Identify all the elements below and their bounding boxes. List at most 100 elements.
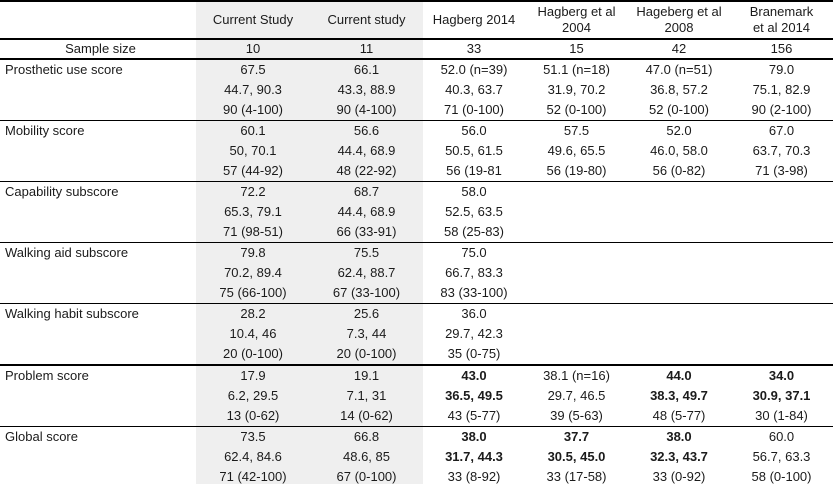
data-cell: 47.0 (n=51) 36.8, 57.2 52 (0-100) <box>628 59 730 121</box>
cell-line: 57.5 <box>563 123 590 138</box>
data-cell <box>628 243 730 304</box>
data-cell: 43.0 36.5, 49.5 43 (5-77) <box>423 365 525 427</box>
data-cell: 58.0 52.5, 63.5 58 (25-83) <box>423 182 525 243</box>
sample-size-cell: 33 <box>466 41 482 56</box>
cell-line: 49.6, 65.5 <box>547 143 606 158</box>
cell-line: 56 (0-82) <box>652 163 706 178</box>
row-label: Sample size <box>65 41 136 56</box>
cell-line <box>628 304 730 324</box>
cell-line: 13 (0-62) <box>226 408 280 423</box>
cell-line <box>730 222 833 242</box>
cell-line <box>525 243 628 263</box>
sample-size-cell: 42 <box>671 41 687 56</box>
cell-line: 38.1 (n=16) <box>543 368 610 383</box>
cell-line: 30.5, 45.0 <box>547 449 606 464</box>
cell-line <box>730 283 833 303</box>
data-cell: 19.1 7.1, 31 14 (0-62) <box>310 365 423 427</box>
data-cell: 79.8 70.2, 89.4 75 (66-100) <box>196 242 310 304</box>
cell-line: 29.7, 46.5 <box>547 388 606 403</box>
row-label-text: Walking aid subscore <box>5 245 129 260</box>
cell-line <box>730 304 833 324</box>
cell-line: 38.3, 49.7 <box>650 388 708 403</box>
cell-line: 39 (5-63) <box>550 408 603 423</box>
data-cell: 17.9 6.2, 29.5 13 (0-62) <box>196 365 310 427</box>
row-label: Prosthetic use score <box>0 59 196 121</box>
score-group-row: Mobility score 60.1 50, 70.1 57 (44-92) 56.6… <box>0 120 833 182</box>
data-cell: 57.5 49.6, 65.5 56 (19-80) <box>525 121 628 182</box>
cell-line: 60.0 <box>768 429 795 444</box>
cell-line: 67.0 <box>768 123 795 138</box>
sample-size-cell: 11 <box>310 39 423 59</box>
data-cell <box>730 182 833 243</box>
cell-line <box>525 283 628 303</box>
cell-line: 58.0 <box>461 184 487 199</box>
cell-line: 43.3, 88.9 <box>337 82 396 97</box>
table-header-row: Current Study Current study Hagberg 2014 Ha… <box>0 1 833 39</box>
cell-line: 6.2, 29.5 <box>227 388 279 403</box>
cell-line: 20 (0-100) <box>223 346 283 361</box>
data-cell: 73.5 62.4, 84.6 71 (42-100) <box>196 426 310 484</box>
cell-line: 44.7, 90.3 <box>224 82 282 97</box>
cell-line: 48 (5-77) <box>652 408 706 423</box>
cell-line <box>730 243 833 263</box>
cell-line: 79.8 <box>240 245 266 260</box>
cell-line <box>628 202 730 222</box>
cell-line: 50, 70.1 <box>229 143 277 158</box>
data-cell <box>525 182 628 243</box>
column-header-line: Branemark <box>749 4 814 19</box>
column-header: Current study <box>310 1 423 39</box>
cell-line: 62.4, 88.7 <box>337 265 396 280</box>
cell-line <box>730 263 833 283</box>
cell-line: 70.2, 89.4 <box>224 265 282 280</box>
data-cell: 37.7 30.5, 45.0 33 (17-58) <box>525 427 628 484</box>
data-cell: 38.0 31.7, 44.3 33 (8-92) <box>423 427 525 484</box>
row-label-text: Prosthetic use score <box>5 62 123 77</box>
score-group-row: Capability subscore 72.2 65.3, 79.1 71 (98-… <box>0 181 833 243</box>
cell-line: 46.0, 58.0 <box>650 143 708 158</box>
cell-line: 48.6, 85 <box>343 449 390 464</box>
cell-line: 33 (0-92) <box>652 469 706 484</box>
cell-line: 58 (25-83) <box>444 224 504 239</box>
cell-line <box>525 324 628 344</box>
cell-line: 66.8 <box>353 429 380 444</box>
cell-line: 83 (33-100) <box>440 285 508 300</box>
row-label-text: Capability subscore <box>5 184 119 199</box>
data-cell: 60.0 56.7, 63.3 58 (0-100) <box>730 427 833 484</box>
cell-line: 30.9, 37.1 <box>752 388 811 403</box>
cell-line: 66.1 <box>353 62 380 77</box>
sample-size-cell: 156 <box>770 41 793 56</box>
data-cell: 28.2 10.4, 46 20 (0-100) <box>196 303 310 365</box>
data-cell: 66.1 43.3, 88.9 90 (4-100) <box>310 59 423 121</box>
column-header-line: Current Study <box>212 12 294 27</box>
data-cell: 25.6 7.3, 44 20 (0-100) <box>310 303 423 365</box>
cell-line: 34.0 <box>768 368 795 383</box>
data-cell: 36.0 29.7, 42.3 35 (0-75) <box>423 304 525 366</box>
cell-line <box>628 283 730 303</box>
row-label: Mobility score <box>0 121 196 182</box>
cell-line: 73.5 <box>240 429 266 444</box>
row-label: Walking aid subscore <box>0 243 196 304</box>
row-label: Walking habit subscore <box>0 304 196 366</box>
cell-line: 38.0 <box>666 429 692 444</box>
cell-line: 66.7, 83.3 <box>445 265 503 280</box>
cell-line <box>525 202 628 222</box>
cell-line: 56.7, 63.3 <box>752 449 811 464</box>
cell-line: 14 (0-62) <box>340 408 393 423</box>
data-cell <box>730 304 833 366</box>
corner-cell <box>0 1 196 39</box>
cell-line: 67 (33-100) <box>332 285 401 300</box>
cell-line: 58 (0-100) <box>751 469 812 484</box>
data-cell: 44.0 38.3, 49.7 48 (5-77) <box>628 365 730 427</box>
cell-line <box>730 344 833 364</box>
data-cell: 72.2 65.3, 79.1 71 (98-51) <box>196 181 310 243</box>
cell-line: 75.1, 82.9 <box>752 82 811 97</box>
row-label: Global score <box>0 427 196 484</box>
cell-line: 90 (2-100) <box>751 102 812 117</box>
column-header-line: Hagberg et al <box>537 4 616 19</box>
row-label-text: Global score <box>5 429 78 444</box>
row-label: Problem score <box>0 365 196 427</box>
column-header-line: Hagberg 2014 <box>432 12 516 27</box>
column-header: Hageberg et al 2008 <box>628 1 730 39</box>
cell-line: 10.4, 46 <box>229 326 277 341</box>
score-group-row: Prosthetic use score 67.5 44.7, 90.3 90 (4-… <box>0 59 833 121</box>
